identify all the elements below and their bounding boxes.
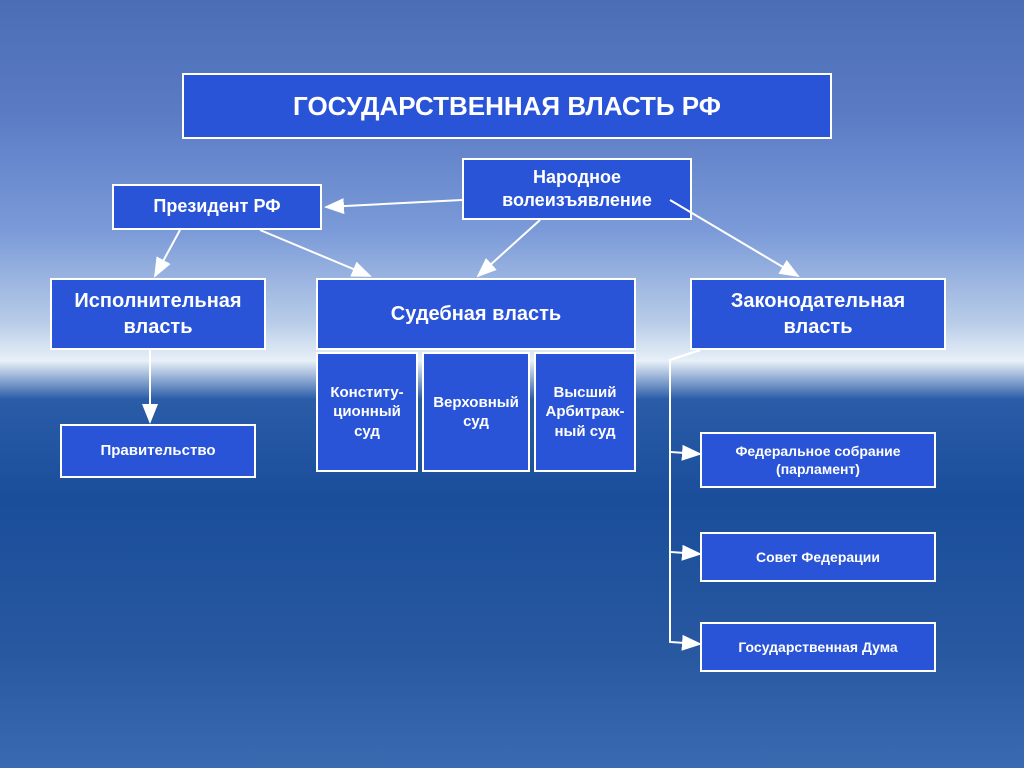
federation-council-box: Совет Федерации — [700, 532, 936, 582]
constitutional-court-label: Конститу- ционный суд — [326, 383, 408, 442]
government-box: Правительство — [60, 424, 256, 478]
judicial-label: Судебная власть — [391, 301, 561, 327]
judicial-branch-box: Судебная власть — [316, 278, 636, 350]
federation-council-label: Совет Федерации — [756, 548, 880, 566]
arbitration-court-label: Высший Арбитраж- ный суд — [544, 383, 626, 442]
government-label: Правительство — [100, 441, 215, 461]
federal-assembly-label: Федеральное собрание (парламент) — [710, 442, 926, 478]
supreme-court-box: Верховный суд — [422, 352, 530, 472]
executive-label: Исполнительная власть — [66, 288, 250, 340]
president-box: Президент РФ — [112, 184, 322, 230]
state-duma-label: Государственная Дума — [738, 638, 897, 656]
constitutional-court-box: Конститу- ционный суд — [316, 352, 418, 472]
supreme-court-label: Верховный суд — [432, 393, 520, 432]
title-text: ГОСУДАРСТВЕННАЯ ВЛАСТЬ РФ — [293, 91, 721, 122]
legislative-branch-box: Законодательная власть — [690, 278, 946, 350]
peoples-will-box: Народное волеизъявление — [462, 158, 692, 220]
federal-assembly-box: Федеральное собрание (парламент) — [700, 432, 936, 488]
legislative-label: Законодательная власть — [706, 288, 930, 340]
state-duma-box: Государственная Дума — [700, 622, 936, 672]
arbitration-court-box: Высший Арбитраж- ный суд — [534, 352, 636, 472]
executive-branch-box: Исполнительная власть — [50, 278, 266, 350]
title-box: ГОСУДАРСТВЕННАЯ ВЛАСТЬ РФ — [182, 73, 832, 139]
peoples-will-label: Народное волеизъявление — [478, 166, 676, 213]
president-label: Президент РФ — [153, 195, 280, 218]
